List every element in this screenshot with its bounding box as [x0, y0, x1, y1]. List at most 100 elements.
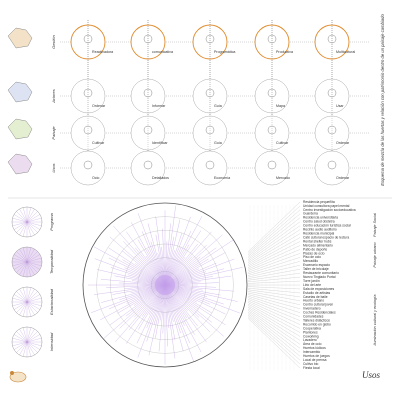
spoke: [164, 223, 171, 286]
icon-ray: [12, 301, 28, 307]
spoke: [164, 275, 232, 286]
spoke: [164, 284, 224, 305]
icon-ray: [13, 261, 28, 270]
icon-ray: [22, 221, 28, 237]
icon-ray: [19, 301, 28, 316]
core: [155, 275, 175, 295]
spoke: [164, 216, 203, 286]
icon-ray: [26, 341, 41, 350]
fan-line: [247, 233, 301, 265]
spoke: [109, 236, 166, 286]
spoke: [148, 284, 166, 356]
spoke: [164, 284, 202, 353]
fan-line: [247, 311, 301, 353]
list-item: Huertos lúdicos: [303, 346, 326, 350]
icon-ray: [26, 221, 35, 236]
icon-ray: [13, 341, 28, 350]
concept-label: Productiva: [276, 50, 293, 54]
icon-ray: [13, 294, 28, 303]
list-item: Torre jardín: [303, 279, 320, 283]
concept-label: Reactivadora: [92, 50, 113, 54]
radial-icon: [11, 286, 43, 318]
icon-ray: [26, 294, 41, 303]
side-label: Paisaje urbano: [373, 242, 377, 267]
spoke: [101, 284, 166, 303]
concept-label: Detallados: [152, 176, 169, 180]
spoke: [131, 222, 166, 286]
icon-ray: [26, 301, 41, 310]
icon-ray: [26, 288, 35, 303]
fan-line: [247, 249, 301, 271]
map-icon: [7, 118, 33, 140]
spoke: [164, 230, 202, 286]
list-item: Recorrido en globo: [303, 322, 331, 326]
spoke: [100, 284, 166, 321]
icon: [267, 160, 277, 170]
icon-ray: [26, 221, 38, 233]
concept-label: Guía: [214, 141, 222, 145]
spoke: [126, 284, 166, 344]
fan-line: [247, 289, 301, 297]
spoke: [164, 284, 194, 362]
icon-ray: [26, 327, 32, 343]
spoke: [109, 284, 166, 326]
row-label: Actores: [51, 89, 56, 104]
icon: [205, 88, 215, 98]
list-item: Residencia municipal: [303, 232, 334, 236]
fan-line: [247, 316, 301, 365]
footer: Usos: [362, 370, 381, 380]
concept-label: Informar: [152, 104, 166, 108]
list-item: Talleres didácticos: [303, 318, 330, 322]
fan-line: [247, 261, 301, 276]
spoke: [164, 284, 168, 347]
icon-ray: [26, 341, 42, 347]
spoke: [164, 284, 184, 352]
spoke: [103, 284, 166, 339]
spoke: [113, 225, 166, 286]
list-item: Comunidades: [303, 315, 324, 319]
spoke: [164, 284, 240, 314]
icon-ray: [22, 207, 28, 223]
icon-ray: [26, 301, 32, 317]
icon-ray: [26, 261, 32, 277]
icon-ray: [26, 221, 41, 230]
list-item: Centro educación turística social: [303, 224, 351, 228]
list-item: Invernadero: [303, 307, 321, 311]
list-item: Recinto audio auditorio: [303, 228, 337, 232]
icon-ray: [26, 337, 42, 343]
icon-ray: [12, 261, 28, 267]
spoke: [164, 284, 176, 359]
spoke: [137, 284, 166, 358]
map-icon: [7, 27, 33, 49]
spoke: [164, 239, 234, 286]
concept-circle: [314, 150, 350, 186]
spoke: [164, 284, 226, 326]
spoke: [136, 284, 166, 344]
icon-ray: [26, 207, 32, 223]
list-item: Huertos de juegos: [303, 354, 330, 358]
icon-ray: [26, 254, 41, 263]
list-item: Mercado alimentario: [303, 243, 333, 247]
list-item: Centro cultural joven: [303, 303, 333, 307]
spoke: [164, 284, 238, 302]
icon-ray: [26, 208, 35, 223]
fan-line: [247, 295, 301, 313]
icon-ray: [22, 247, 28, 263]
spoke: [164, 268, 225, 286]
concept-label: Mapa: [276, 104, 285, 108]
list-item: Piso de ocio: [303, 255, 321, 259]
concept-label: Programática: [214, 50, 235, 54]
icon-ray: [26, 301, 35, 316]
icon: [83, 160, 93, 170]
icon-ray: [19, 328, 28, 343]
icon-ray: [26, 341, 32, 357]
spoke: [115, 284, 166, 343]
icon-ray: [16, 331, 28, 343]
list-item: Local de prensa: [303, 358, 327, 362]
fan-line: [247, 257, 301, 275]
icon-ray: [22, 341, 28, 357]
list-item: Sala de exposiciones: [303, 287, 335, 291]
concept-circle: [254, 150, 290, 186]
list-item: Área de ocio: [303, 342, 322, 346]
icon-ray: [26, 297, 42, 303]
